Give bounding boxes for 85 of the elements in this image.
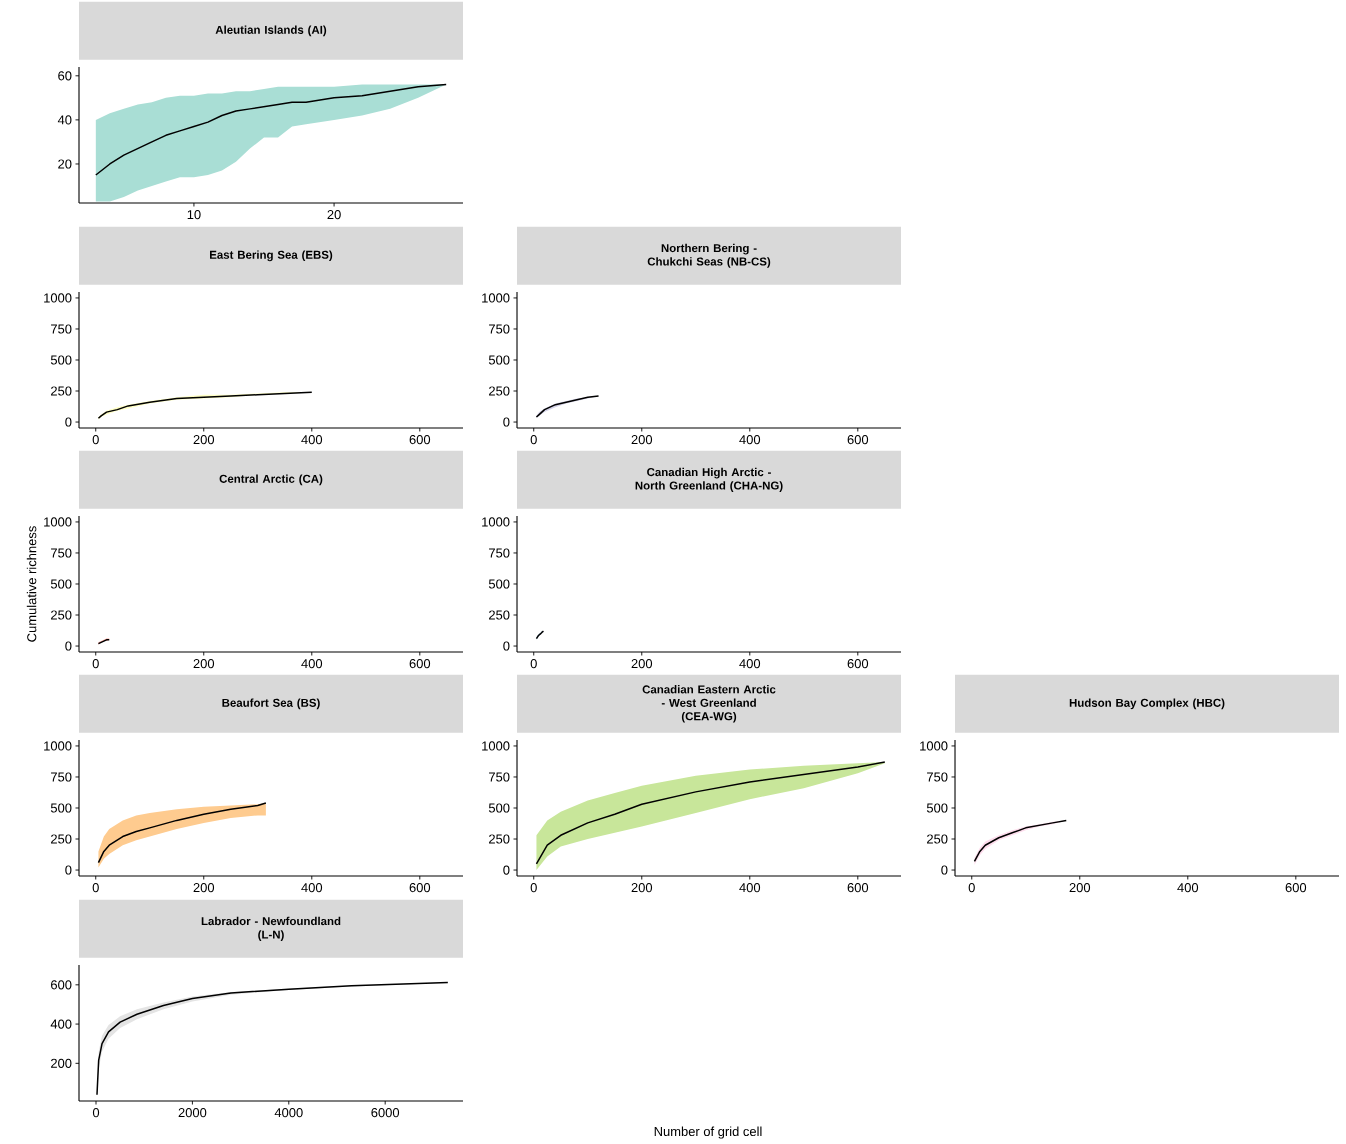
x-tick-label: 2000 <box>178 1108 207 1118</box>
y-tick-label: 750 <box>489 772 510 782</box>
x-tick-label: 4000 <box>274 1108 303 1118</box>
y-tick-label: 250 <box>51 386 72 396</box>
chart-title: East Bering Sea (EBS) <box>210 250 333 262</box>
x-tick-label: 200 <box>193 883 215 893</box>
x-tick-label: 200 <box>193 659 215 669</box>
y-tick-label: 20 <box>58 159 72 169</box>
y-tick-label: 400 <box>50 1019 72 1029</box>
x-tick-label: 400 <box>301 659 323 669</box>
x-tick-label: 400 <box>301 435 323 445</box>
x-tick-label: 200 <box>631 659 653 669</box>
y-tick-label: 750 <box>489 324 510 334</box>
x-tick-label: 0 <box>92 883 99 893</box>
x-tick-label: 600 <box>847 659 869 669</box>
chart-title: Labrador - Newfoundland (L-N) <box>201 916 341 941</box>
y-tick-label: 250 <box>927 834 948 844</box>
chart-title: Aleutian Islands (AI) <box>215 25 327 37</box>
y-tick-label: 500 <box>50 579 72 589</box>
chart-title: Canadian Eastern Arctic - West Greenland (CEA-WG) <box>642 685 776 723</box>
x-tick-label: 10 <box>187 210 201 220</box>
chart-title: Beaufort Sea (BS) <box>222 698 320 710</box>
y-tick-label: 1000 <box>482 517 510 527</box>
y-tick-label: 200 <box>51 1058 72 1068</box>
y-tick-label: 0 <box>503 641 510 651</box>
y-tick-label: 750 <box>51 324 72 334</box>
chart-title: Hudson Bay Complex (HBC) <box>1069 698 1225 710</box>
x-tick-label: 0 <box>92 659 99 669</box>
x-tick-label: 600 <box>409 659 431 669</box>
chart-title: Central Arctic (CA) <box>219 474 323 486</box>
y-tick-label: 0 <box>503 865 510 875</box>
y-tick-label: 250 <box>489 834 510 844</box>
y-tick-label: 1000 <box>920 741 948 751</box>
x-tick-label: 600 <box>847 883 869 893</box>
y-tick-label: 1000 <box>482 741 510 751</box>
y-tick-label: 1000 <box>44 741 72 751</box>
x-tick-label: 600 <box>847 435 869 445</box>
y-tick-label: 0 <box>65 641 72 651</box>
y-tick-label: 250 <box>51 610 72 620</box>
chart-title: Canadian High Arctic - North Greenland (CHA-NG) <box>635 467 783 492</box>
y-tick-label: 0 <box>65 417 72 427</box>
x-tick-label: 6000 <box>371 1108 400 1118</box>
y-tick-label: 500 <box>488 803 510 813</box>
y-tick-label: 1000 <box>482 293 510 303</box>
x-tick-label: 600 <box>409 883 431 893</box>
y-axis-title: Cumulative richness <box>26 526 37 642</box>
x-tick-label: 200 <box>1069 883 1091 893</box>
y-tick-label: 250 <box>489 610 510 620</box>
x-tick-label: 600 <box>409 435 431 445</box>
y-tick-label: 500 <box>488 579 510 589</box>
x-tick-label: 0 <box>530 659 537 669</box>
x-tick-label: 400 <box>739 435 761 445</box>
x-tick-label: 400 <box>739 659 761 669</box>
x-tick-label: 400 <box>739 883 761 893</box>
x-tick-label: 400 <box>301 883 323 893</box>
x-tick-label: 200 <box>631 435 653 445</box>
y-tick-label: 500 <box>926 803 948 813</box>
y-tick-label: 40 <box>57 115 72 125</box>
y-tick-label: 1000 <box>44 517 72 527</box>
y-tick-label: 750 <box>51 772 72 782</box>
x-tick-label: 0 <box>92 435 99 445</box>
x-tick-label: 0 <box>530 883 537 893</box>
y-tick-label: 1000 <box>44 293 72 303</box>
y-tick-label: 0 <box>503 417 510 427</box>
x-tick-label: 0 <box>968 883 975 893</box>
x-tick-label: 400 <box>1177 883 1199 893</box>
y-tick-label: 500 <box>50 803 72 813</box>
y-tick-label: 500 <box>488 355 510 365</box>
x-tick-label: 600 <box>1285 883 1307 893</box>
y-tick-label: 750 <box>51 548 72 558</box>
x-tick-label: 0 <box>530 435 537 445</box>
y-tick-label: 0 <box>65 865 72 875</box>
x-axis-title: Number of grid cell <box>654 1126 762 1139</box>
y-tick-label: 750 <box>927 772 948 782</box>
x-tick-label: 200 <box>193 435 215 445</box>
y-tick-label: 750 <box>489 548 510 558</box>
chart-title: Northern Bering - Chukchi Seas (NB-CS) <box>647 243 771 268</box>
y-tick-label: 250 <box>489 386 510 396</box>
y-tick-label: 600 <box>51 980 72 990</box>
y-tick-label: 500 <box>50 355 72 365</box>
x-tick-label: 0 <box>92 1108 100 1118</box>
y-tick-label: 60 <box>58 71 72 81</box>
y-tick-label: 250 <box>51 834 72 844</box>
y-tick-label: 0 <box>941 865 948 875</box>
x-tick-label: 200 <box>631 883 653 893</box>
